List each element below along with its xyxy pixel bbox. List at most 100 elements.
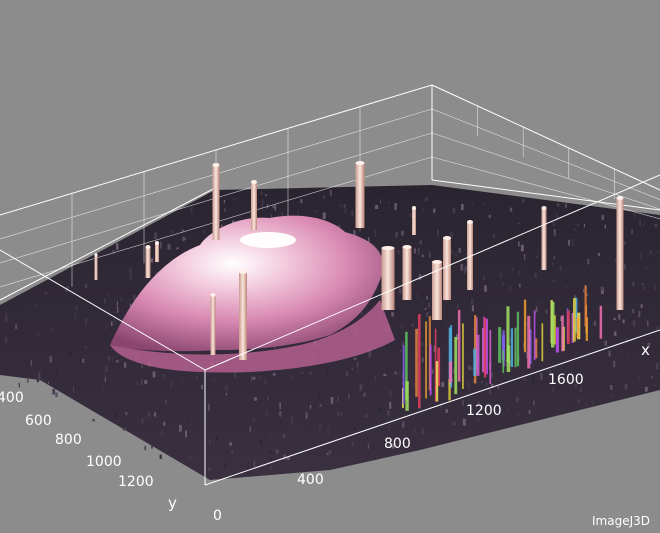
- terrain-speck: [578, 302, 580, 309]
- bounding-box-front: [0, 174, 660, 486]
- terrain-speck: [388, 201, 390, 205]
- terrain-speck: [419, 240, 423, 245]
- spike: [381, 248, 395, 310]
- terrain-speck: [624, 243, 627, 248]
- terrain-speck: [528, 410, 531, 414]
- terrain-speck: [489, 389, 492, 395]
- terrain-speck: [492, 233, 496, 239]
- terrain-speck: [36, 376, 39, 383]
- terrain-speck: [120, 296, 123, 302]
- terrain-speck: [401, 230, 404, 236]
- terrain-speck: [613, 360, 616, 368]
- terrain-speck: [424, 307, 427, 310]
- spectrum-spike: [527, 315, 531, 369]
- terrain-speck: [548, 234, 550, 237]
- terrain-speck: [353, 426, 356, 430]
- terrain-speck: [261, 204, 263, 211]
- terrain-speck: [65, 289, 68, 292]
- terrain-speck: [389, 402, 392, 409]
- x-tick-label: 400: [297, 472, 324, 488]
- terrain-speck: [454, 253, 458, 257]
- terrain-speck: [624, 263, 626, 270]
- terrain-speck: [326, 452, 329, 456]
- terrain-speck: [552, 222, 555, 227]
- spectrum-spike: [584, 285, 587, 327]
- terrain-speck: [353, 357, 357, 361]
- spike-cap: [155, 241, 159, 245]
- terrain-speck: [656, 326, 659, 330]
- terrain-speck: [319, 424, 322, 431]
- box-edge-floor-back-left: [0, 187, 216, 301]
- spike: [251, 182, 257, 230]
- terrain-speck: [75, 304, 78, 311]
- terrain-speck: [413, 383, 415, 387]
- terrain-speck: [517, 413, 520, 416]
- terrain-speck: [301, 398, 303, 405]
- x-tick-label: 0: [213, 508, 222, 524]
- terrain-speck: [325, 368, 329, 375]
- terrain-speck: [103, 374, 106, 382]
- terrain-speck: [287, 456, 290, 460]
- terrain-speck: [572, 239, 574, 247]
- terrain-speck: [374, 240, 377, 246]
- terrain-speck: [124, 362, 127, 368]
- terrain-speck: [551, 262, 553, 266]
- terrain-speck: [279, 402, 281, 410]
- terrain-speck: [385, 444, 387, 448]
- terrain-speck: [477, 418, 480, 423]
- terrain-speck: [128, 267, 132, 274]
- terrain-speck: [259, 439, 263, 446]
- terrain-speck: [15, 324, 18, 330]
- terrain-speck: [203, 229, 205, 234]
- spike: [212, 165, 220, 240]
- terrain-speck: [30, 360, 32, 367]
- terrain-speck: [565, 203, 567, 208]
- terrain-speck: [5, 313, 8, 318]
- terrain-speck: [389, 390, 392, 398]
- terrain-speck: [351, 442, 354, 447]
- terrain-speck: [566, 279, 569, 283]
- terrain-speck: [269, 398, 272, 401]
- terrain-speck: [38, 376, 41, 381]
- terrain-speck: [499, 272, 503, 279]
- terrain-speck: [391, 443, 395, 449]
- terrain-speck: [604, 224, 606, 229]
- box-edge-right-top: [431, 84, 660, 191]
- terrain-speck: [583, 288, 585, 293]
- terrain-speck: [327, 427, 329, 435]
- terrain-speck: [115, 412, 117, 419]
- y-tick-label: 800: [55, 432, 82, 448]
- terrain-speck: [132, 294, 136, 301]
- terrain-speck: [387, 238, 389, 242]
- spike-cap: [381, 246, 395, 250]
- terrain-speck: [249, 426, 252, 432]
- terrain-speck: [654, 383, 657, 387]
- terrain-speck: [56, 367, 58, 375]
- spectrum-spike: [576, 317, 580, 339]
- terrain-speck: [383, 373, 387, 377]
- terrain-speck: [78, 356, 82, 359]
- terrain-speck: [225, 392, 227, 396]
- terrain-speck: [527, 268, 531, 274]
- terrain-speck: [649, 250, 652, 256]
- terrain-speck: [401, 325, 403, 328]
- terrain-speck: [250, 376, 253, 382]
- spike-cap: [412, 206, 416, 210]
- x-axis-label: x: [641, 341, 650, 359]
- terrain-speck: [643, 286, 645, 291]
- x-axis-ticks: 0 400 800 1200 1600: [213, 372, 584, 524]
- spectrum-spike: [448, 379, 451, 401]
- terrain-speck: [414, 248, 416, 254]
- spectrum-spike: [402, 345, 405, 404]
- y-axis-ticks: 400 600 800 1000 1200: [0, 390, 154, 490]
- spectrum-spike: [514, 327, 517, 368]
- terrain-speck: [104, 365, 108, 373]
- terrain-speck: [305, 412, 307, 417]
- spectrum-spike: [535, 338, 538, 359]
- terrain-speck: [457, 277, 460, 284]
- terrain-speck: [571, 402, 575, 405]
- terrain-speck: [171, 230, 174, 233]
- terrain-speck: [456, 334, 459, 341]
- terrain-speck: [477, 232, 479, 237]
